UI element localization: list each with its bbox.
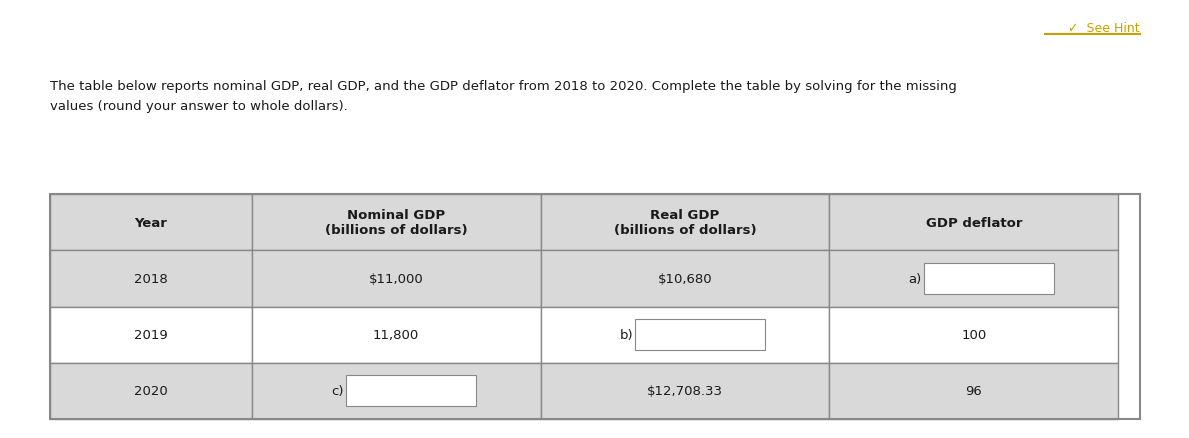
Text: 2019: 2019 — [134, 328, 168, 341]
Text: $12,708.33: $12,708.33 — [647, 385, 723, 397]
Text: b): b) — [619, 328, 633, 341]
Text: a): a) — [908, 272, 921, 285]
Text: ✓  See Hint: ✓ See Hint — [1069, 22, 1140, 35]
Text: 11,800: 11,800 — [373, 328, 420, 341]
Text: GDP deflator: GDP deflator — [925, 216, 1023, 229]
Text: 2020: 2020 — [134, 385, 168, 397]
Text: 2018: 2018 — [134, 272, 168, 285]
Text: 96: 96 — [965, 385, 982, 397]
Text: Real GDP
(billions of dollars): Real GDP (billions of dollars) — [614, 208, 756, 237]
Text: values (round your answer to whole dollars).: values (round your answer to whole dolla… — [50, 100, 347, 113]
Text: $11,000: $11,000 — [369, 272, 423, 285]
Text: $10,680: $10,680 — [658, 272, 712, 285]
Text: 100: 100 — [961, 328, 987, 341]
Text: Nominal GDP
(billions of dollars): Nominal GDP (billions of dollars) — [325, 208, 467, 237]
Text: c): c) — [332, 385, 344, 397]
Text: The table below reports nominal GDP, real GDP, and the GDP deflator from 2018 to: The table below reports nominal GDP, rea… — [50, 80, 957, 93]
Text: Year: Year — [134, 216, 168, 229]
